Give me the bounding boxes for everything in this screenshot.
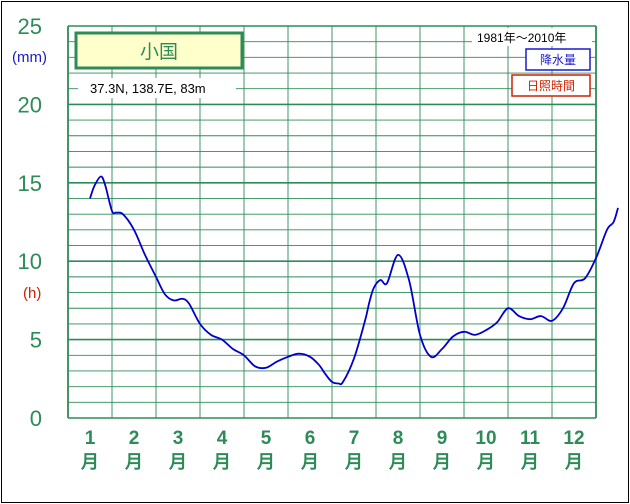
station-name: 小国: [140, 41, 178, 63]
legend-sunshine: [511, 74, 591, 97]
legend-sunshine-label: 日照時間: [527, 79, 575, 93]
x-tick-label: 9: [437, 428, 448, 449]
series-layer: [89, 175, 619, 386]
chart-grid: [67, 25, 597, 419]
x-tick-unit: 月: [564, 452, 583, 473]
x-tick-label: 2: [129, 428, 140, 449]
x-tick-unit: 月: [168, 452, 187, 473]
legend-precipitation: [525, 48, 591, 71]
x-tick-unit: 月: [520, 452, 539, 473]
x-tick-unit: 月: [476, 452, 495, 473]
x-tick-label: 5: [261, 428, 272, 449]
y-unit-h: (h): [23, 285, 41, 302]
x-tick-unit: 月: [432, 452, 451, 473]
legend-precipitation-label: 降水量: [540, 53, 576, 67]
x-tick-label: 10: [475, 428, 496, 449]
x-tick-unit: 月: [388, 452, 407, 473]
x-tick-unit: 月: [344, 452, 363, 473]
x-tick-label: 3: [173, 428, 184, 449]
y-tick-label: 15: [18, 171, 42, 196]
x-tick-label: 12: [563, 428, 584, 449]
x-tick-label: 1: [85, 428, 96, 449]
x-tick-unit: 月: [212, 452, 231, 473]
y-tick-label: 0: [30, 406, 42, 431]
x-tick-unit: 月: [256, 452, 275, 473]
period-box: [472, 28, 592, 46]
y-axis: 0 5 10 15 20 25: [18, 14, 42, 431]
station-coords: 37.3N, 138.7E, 83m: [90, 81, 206, 96]
x-tick-unit: 月: [124, 452, 143, 473]
period-text: 1981年～2010年: [477, 31, 566, 45]
x-tick-unit: 月: [80, 452, 99, 473]
coords-box: [78, 78, 236, 98]
y-tick-label: 5: [30, 328, 42, 353]
x-tick-unit: 月: [300, 452, 319, 473]
y-tick-label: 20: [18, 92, 42, 117]
x-tick-label: 6: [305, 428, 316, 449]
y-unit-mm: (mm): [12, 49, 47, 66]
x-tick-label: 11: [520, 428, 541, 449]
x-tick-label: 4: [217, 428, 228, 449]
station-name-box: [74, 31, 244, 70]
series-line-precipitation: [89, 175, 619, 386]
x-tick-label: 7: [349, 428, 360, 449]
x-axis: 1 月 2 月 3 月 4 月 5 月 6 月 7 月 8 月 9 月 10 月 11 月 12 月: [80, 428, 585, 473]
y-tick-label: 10: [18, 249, 42, 274]
y-tick-label: 25: [18, 14, 42, 39]
x-tick-label: 8: [393, 428, 404, 449]
